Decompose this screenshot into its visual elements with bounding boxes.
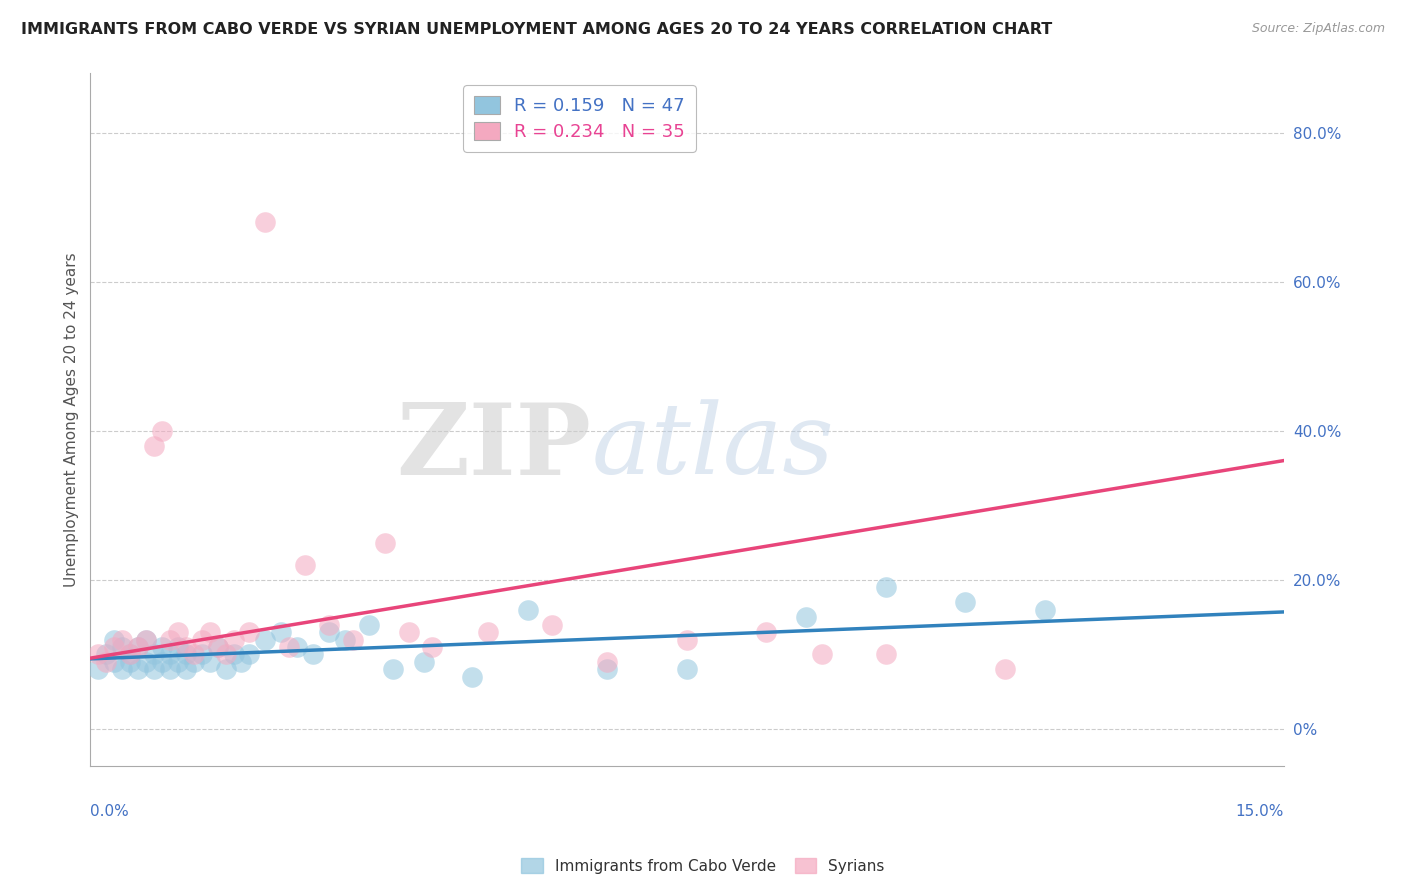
- Point: [278, 640, 301, 654]
- Point: [135, 655, 157, 669]
- Point: [159, 632, 181, 647]
- Point: [270, 625, 292, 640]
- Point: [342, 632, 364, 647]
- Point: [103, 640, 125, 654]
- Point: [207, 640, 229, 654]
- Point: [183, 648, 205, 662]
- Point: [357, 617, 380, 632]
- Legend: Immigrants from Cabo Verde, Syrians: Immigrants from Cabo Verde, Syrians: [516, 852, 890, 880]
- Point: [120, 648, 142, 662]
- Y-axis label: Unemployment Among Ages 20 to 24 years: Unemployment Among Ages 20 to 24 years: [65, 252, 79, 587]
- Point: [676, 662, 699, 676]
- Point: [994, 662, 1017, 676]
- Point: [207, 640, 229, 654]
- Point: [159, 662, 181, 676]
- Point: [143, 662, 166, 676]
- Point: [127, 640, 149, 654]
- Text: atlas: atlas: [592, 400, 834, 495]
- Point: [676, 632, 699, 647]
- Point: [174, 648, 197, 662]
- Point: [318, 617, 340, 632]
- Point: [166, 640, 188, 654]
- Point: [596, 655, 619, 669]
- Point: [214, 648, 236, 662]
- Point: [111, 632, 134, 647]
- Point: [231, 655, 253, 669]
- Text: Source: ZipAtlas.com: Source: ZipAtlas.com: [1251, 22, 1385, 36]
- Point: [143, 648, 166, 662]
- Point: [302, 648, 325, 662]
- Point: [955, 595, 977, 609]
- Point: [143, 439, 166, 453]
- Point: [183, 655, 205, 669]
- Point: [127, 662, 149, 676]
- Point: [461, 670, 484, 684]
- Point: [174, 640, 197, 654]
- Point: [120, 655, 142, 669]
- Point: [1033, 603, 1056, 617]
- Point: [294, 558, 316, 572]
- Point: [254, 632, 277, 647]
- Point: [540, 617, 562, 632]
- Point: [811, 648, 834, 662]
- Text: 0.0%: 0.0%: [90, 805, 129, 820]
- Text: ZIP: ZIP: [396, 399, 592, 496]
- Point: [198, 625, 221, 640]
- Point: [111, 662, 134, 676]
- Point: [103, 632, 125, 647]
- Point: [150, 655, 173, 669]
- Point: [127, 640, 149, 654]
- Point: [135, 632, 157, 647]
- Point: [198, 655, 221, 669]
- Point: [222, 632, 245, 647]
- Point: [103, 655, 125, 669]
- Point: [174, 662, 197, 676]
- Point: [238, 648, 260, 662]
- Point: [150, 424, 173, 438]
- Point: [398, 625, 420, 640]
- Point: [516, 603, 538, 617]
- Point: [159, 648, 181, 662]
- Point: [135, 632, 157, 647]
- Point: [413, 655, 436, 669]
- Point: [120, 648, 142, 662]
- Point: [285, 640, 308, 654]
- Point: [755, 625, 778, 640]
- Point: [875, 648, 897, 662]
- Point: [596, 662, 619, 676]
- Point: [87, 648, 110, 662]
- Point: [333, 632, 356, 647]
- Point: [190, 648, 212, 662]
- Point: [111, 640, 134, 654]
- Point: [875, 580, 897, 594]
- Point: [166, 655, 188, 669]
- Point: [794, 610, 817, 624]
- Point: [166, 625, 188, 640]
- Point: [381, 662, 404, 676]
- Point: [214, 662, 236, 676]
- Point: [96, 655, 118, 669]
- Text: IMMIGRANTS FROM CABO VERDE VS SYRIAN UNEMPLOYMENT AMONG AGES 20 TO 24 YEARS CORR: IMMIGRANTS FROM CABO VERDE VS SYRIAN UNE…: [21, 22, 1052, 37]
- Point: [190, 632, 212, 647]
- Text: 15.0%: 15.0%: [1236, 805, 1284, 820]
- Point: [318, 625, 340, 640]
- Point: [254, 215, 277, 229]
- Point: [96, 648, 118, 662]
- Point: [222, 648, 245, 662]
- Point: [238, 625, 260, 640]
- Point: [374, 535, 396, 549]
- Point: [477, 625, 499, 640]
- Legend: R = 0.159   N = 47, R = 0.234   N = 35: R = 0.159 N = 47, R = 0.234 N = 35: [464, 86, 696, 152]
- Point: [87, 662, 110, 676]
- Point: [150, 640, 173, 654]
- Point: [422, 640, 444, 654]
